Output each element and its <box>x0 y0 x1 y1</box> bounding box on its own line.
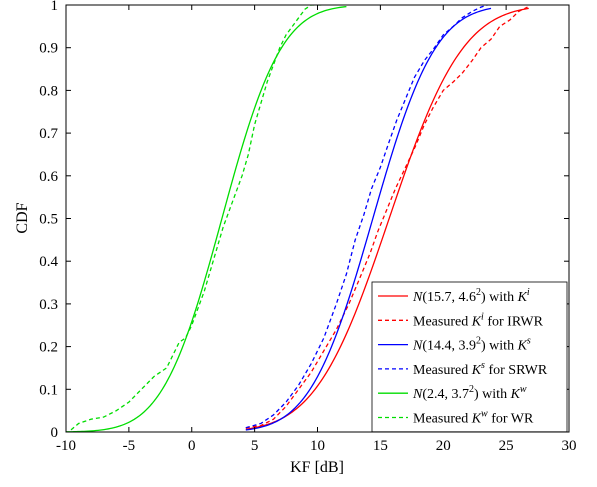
series-line-3 <box>245 7 492 431</box>
legend-label: N(2.4, 3.72) with Kw <box>412 384 527 402</box>
y-tick-label: 0.7 <box>39 126 58 142</box>
x-tick-label: 5 <box>251 438 259 454</box>
legend: N(15.7, 4.62) with Ki Measured Ki for IRW… <box>371 281 568 433</box>
x-axis-label: KF [dB] <box>290 459 344 476</box>
y-tick-label: 0 <box>51 425 59 441</box>
series-line-4 <box>245 5 488 429</box>
legend-label: Measured Ks for SRWR <box>413 360 548 378</box>
y-tick-label: 0.8 <box>39 83 58 99</box>
x-tick-label: 15 <box>373 438 388 454</box>
x-tick-label: -10 <box>56 438 76 454</box>
legend-label: N(15.7, 4.62) with Ki <box>412 287 530 305</box>
y-tick-label: 0.1 <box>39 382 58 398</box>
y-tick-label: 0.3 <box>39 297 58 313</box>
series-layer <box>66 5 529 432</box>
legend-box <box>371 281 568 433</box>
y-axis-label: CDF <box>14 202 31 233</box>
legend-label: Measured Kw for WR <box>413 409 534 427</box>
y-tick-label: 0.6 <box>39 169 58 185</box>
axis-layer: -10 -5 0 5 10 15 20 25 30 0 0.1 0.2 0.3 0.4 0.5 0.6 0.7 0… <box>39 0 576 454</box>
x-tick-label: 0 <box>188 438 196 454</box>
series-line-6 <box>70 5 324 431</box>
x-tick-label: 10 <box>310 438 325 454</box>
y-tick-label: 0.4 <box>39 254 58 270</box>
legend-label: N(14.4, 3.92) with Ks <box>412 336 531 354</box>
series-line-1 <box>245 7 529 430</box>
x-tick-label: -5 <box>123 438 136 454</box>
series-line-5 <box>66 5 347 432</box>
series-line-2 <box>245 6 528 429</box>
x-tick-label: 20 <box>436 438 451 454</box>
y-tick-label: 0.5 <box>39 212 58 228</box>
x-tick-label: 30 <box>562 438 577 454</box>
y-tick-label: 1 <box>51 0 59 14</box>
y-tick-label: 0.9 <box>39 41 58 57</box>
legend-label: Measured Ki for IRWR <box>413 311 544 329</box>
x-tick-label: 25 <box>499 438 514 454</box>
y-tick-label: 0.2 <box>39 340 58 356</box>
